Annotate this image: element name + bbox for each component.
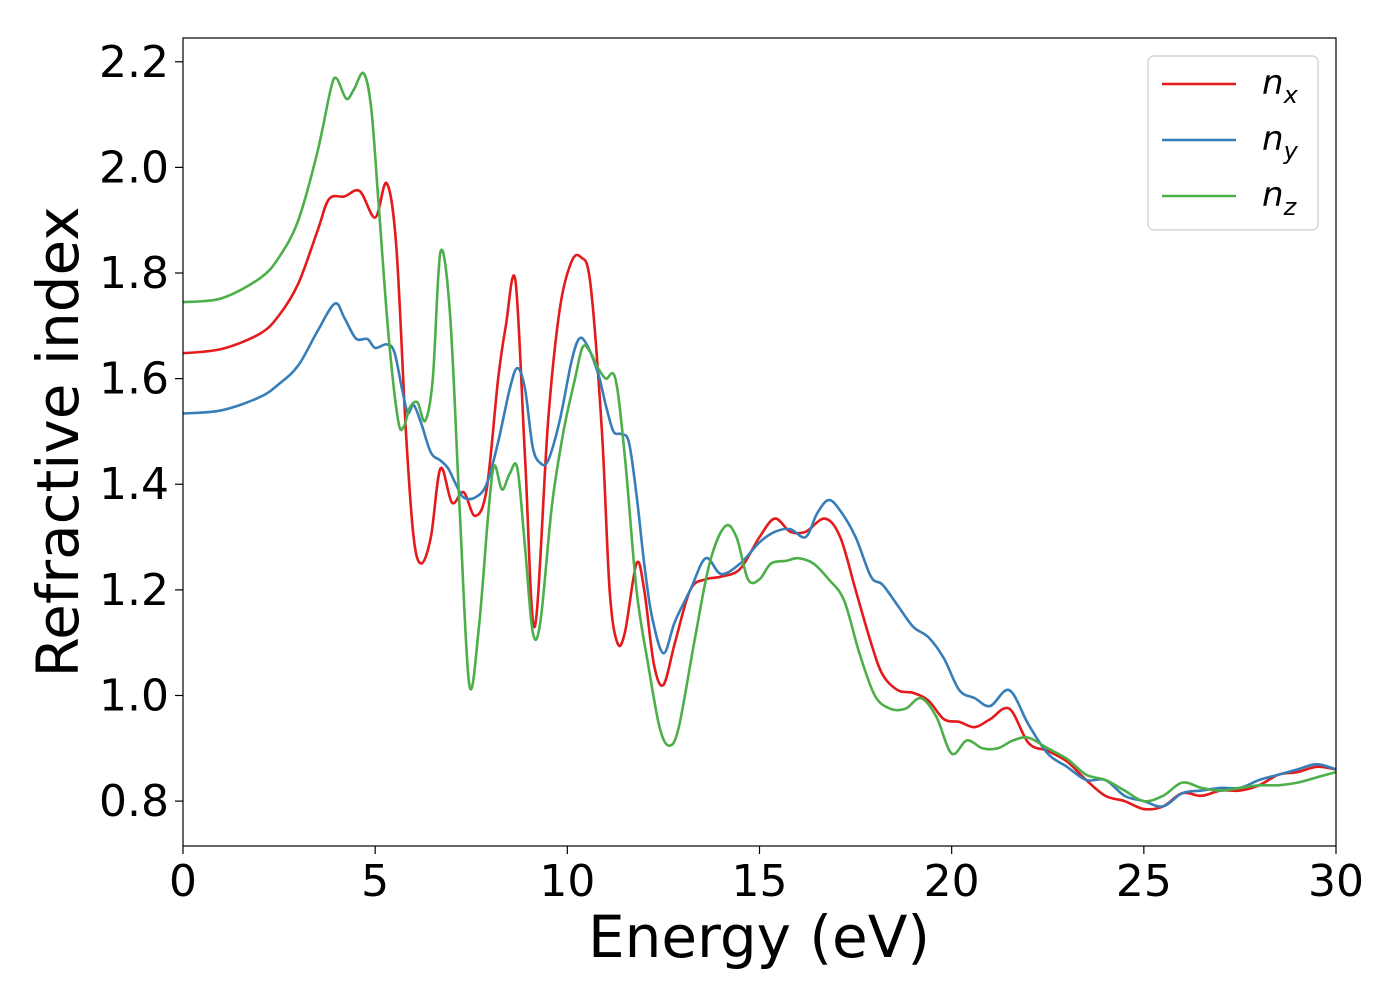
y-tick-label: 1.2 (99, 565, 169, 616)
x-tick-label: 10 (539, 856, 595, 907)
x-axis-label: Energy (eV) (588, 903, 930, 971)
series-line-n-x (183, 181, 1336, 811)
y-tick-label: 1.6 (99, 354, 169, 405)
legend-frame (1147, 55, 1319, 231)
x-axis: 0 5 10 15 20 25 30 (169, 846, 1364, 907)
x-tick-label: 25 (1116, 856, 1172, 907)
x-tick-label: 5 (361, 856, 389, 907)
x-tick-label: 15 (732, 856, 788, 907)
series-layer (183, 71, 1336, 811)
y-tick-label: 2.2 (99, 37, 169, 88)
y-axis-label: Refractive index (24, 206, 92, 677)
x-tick-label: 30 (1308, 856, 1364, 907)
x-tick-label: 20 (924, 856, 980, 907)
y-tick-label: 1.8 (99, 248, 169, 299)
y-tick-label: 1.0 (99, 670, 169, 721)
x-tick-label: 0 (169, 856, 197, 907)
series-line-n-z (183, 71, 1336, 803)
y-tick-label: 0.8 (99, 776, 169, 827)
y-tick-label: 2.0 (99, 142, 169, 193)
y-tick-label: 1.4 (99, 459, 169, 510)
y-axis: 0.8 1.0 1.2 1.4 1.6 1.8 2.0 2.2 (99, 37, 183, 827)
